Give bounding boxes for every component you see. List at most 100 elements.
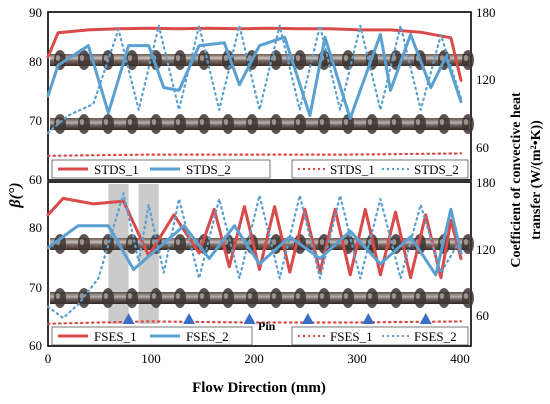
top-left-tick-80: 80	[29, 54, 42, 69]
rod-wrap	[462, 50, 474, 70]
rod-wrap-highlight	[103, 293, 109, 299]
rod-wrap-highlight	[367, 119, 373, 125]
wire-rod-2	[50, 288, 474, 308]
pin-marker-3	[243, 313, 256, 324]
pin-marker-1	[122, 313, 135, 324]
top-legend-right-label-1: STDS_1	[330, 162, 375, 177]
rod-wrap	[438, 114, 450, 134]
rod-wrap	[174, 114, 186, 134]
rod-wrap-highlight	[55, 55, 61, 61]
rod-wrap	[174, 50, 186, 70]
top-legend-left-label-2: STDS_2	[186, 162, 231, 177]
rod-wrap	[294, 50, 306, 70]
bottom-left-tick-60: 60	[29, 338, 42, 353]
rod-wrap-highlight	[151, 119, 157, 125]
rod-wrap	[54, 234, 66, 254]
bottom-panel: Pin FSES_1 FSES_2 FSES_1 FSES_2 80 70 60…	[29, 175, 496, 366]
pin-markers	[122, 313, 432, 324]
rod-wrap-highlight	[271, 293, 277, 299]
y-right-axis-label-line1: Coefficient of convective heat	[509, 92, 524, 268]
bottom-legend-left-label-1: FSES_1	[94, 329, 137, 344]
rod-wrap	[246, 114, 258, 134]
rod-wrap-highlight	[175, 293, 181, 299]
rod-wrap-highlight	[391, 119, 397, 125]
rod-wrap-highlight	[79, 293, 85, 299]
rod-wrap-highlight	[127, 119, 133, 125]
pin-marker-5	[362, 313, 375, 324]
rod-wrap	[438, 288, 450, 308]
pin-marker-2	[183, 313, 196, 324]
rod-wrap	[390, 114, 402, 134]
rod-wrap-highlight	[271, 239, 277, 245]
rod-wrap	[126, 114, 138, 134]
rod-wrap-highlight	[247, 293, 253, 299]
rod-wrap	[78, 114, 90, 134]
rod-wrap-highlight	[223, 55, 229, 61]
rod-wrap	[342, 288, 354, 308]
rod-wrap-highlight	[127, 293, 133, 299]
rod-wrap	[102, 114, 114, 134]
highlight-band-1	[108, 184, 129, 324]
rod-wrap	[462, 114, 474, 134]
rod-wrap-highlight	[295, 55, 301, 61]
rod-wrap-highlight	[79, 55, 85, 61]
rod-wrap	[414, 288, 426, 308]
x-tick-300: 300	[347, 351, 367, 366]
rod-wrap	[222, 288, 234, 308]
series-fses_2-right	[46, 192, 463, 320]
rod-wrap	[126, 50, 138, 70]
rod-wrap-highlight	[463, 293, 469, 299]
rod-wrap-highlight	[391, 239, 397, 245]
rod-wrap-highlight	[55, 293, 61, 299]
rod-wrap	[270, 50, 282, 70]
rod-wrap-highlight	[439, 119, 445, 125]
rod-wrap	[78, 50, 90, 70]
top-right-tick-60: 60	[476, 140, 489, 155]
rod-wrap-highlight	[127, 239, 133, 245]
rod-wrap	[54, 288, 66, 308]
rod-wrap	[150, 288, 162, 308]
wire-rod-2	[50, 114, 474, 134]
top-right-tick-120: 120	[476, 72, 496, 87]
rod-wrap-highlight	[415, 119, 421, 125]
rod-wrap	[246, 288, 258, 308]
top-right-ticks: 180 120 60	[476, 5, 496, 155]
bottom-left-tick-70: 70	[29, 280, 42, 295]
rod-wrap	[102, 288, 114, 308]
rod-wrap-highlight	[127, 55, 133, 61]
rod-wrap	[366, 114, 378, 134]
rod-wrap	[294, 288, 306, 308]
rod-wrap	[174, 288, 186, 308]
rod-wrap-highlight	[343, 293, 349, 299]
rod-wrap-highlight	[223, 119, 229, 125]
rod-wrap-highlight	[463, 239, 469, 245]
rod-wrap	[174, 234, 186, 254]
rod-wrap-highlight	[319, 293, 325, 299]
top-legend-right-label-2: STDS_2	[414, 162, 459, 177]
rod-wrap-highlight	[103, 119, 109, 125]
bottom-legend-right-box	[291, 326, 469, 346]
rod-wrap-highlight	[295, 119, 301, 125]
rod-wrap-highlight	[343, 239, 349, 245]
top-left-tick-70: 70	[29, 113, 42, 128]
rod-wrap-highlight	[55, 119, 61, 125]
rod-wrap-highlight	[343, 55, 349, 61]
rod-wrap	[126, 234, 138, 254]
bottom-left-ticks: 80 70 60	[29, 220, 42, 353]
bottom-left-tick-80: 80	[29, 220, 42, 235]
bottom-series-marks	[46, 192, 463, 325]
rod-wrap	[198, 288, 210, 308]
rod-wrap	[78, 288, 90, 308]
rod-wrap	[270, 114, 282, 134]
rod-wrap-highlight	[295, 293, 301, 299]
rod-wrap-highlight	[391, 293, 397, 299]
rod-wrap	[462, 234, 474, 254]
top-plot-frame	[47, 11, 472, 181]
series-fses_2-left	[46, 207, 463, 277]
series-stds_2-right	[46, 24, 463, 134]
rod-wrap-highlight	[463, 119, 469, 125]
rod-wrap-highlight	[223, 293, 229, 299]
rod-wrap-highlight	[439, 293, 445, 299]
rod-wrap-highlight	[271, 55, 277, 61]
rod-wrap-highlight	[79, 239, 85, 245]
